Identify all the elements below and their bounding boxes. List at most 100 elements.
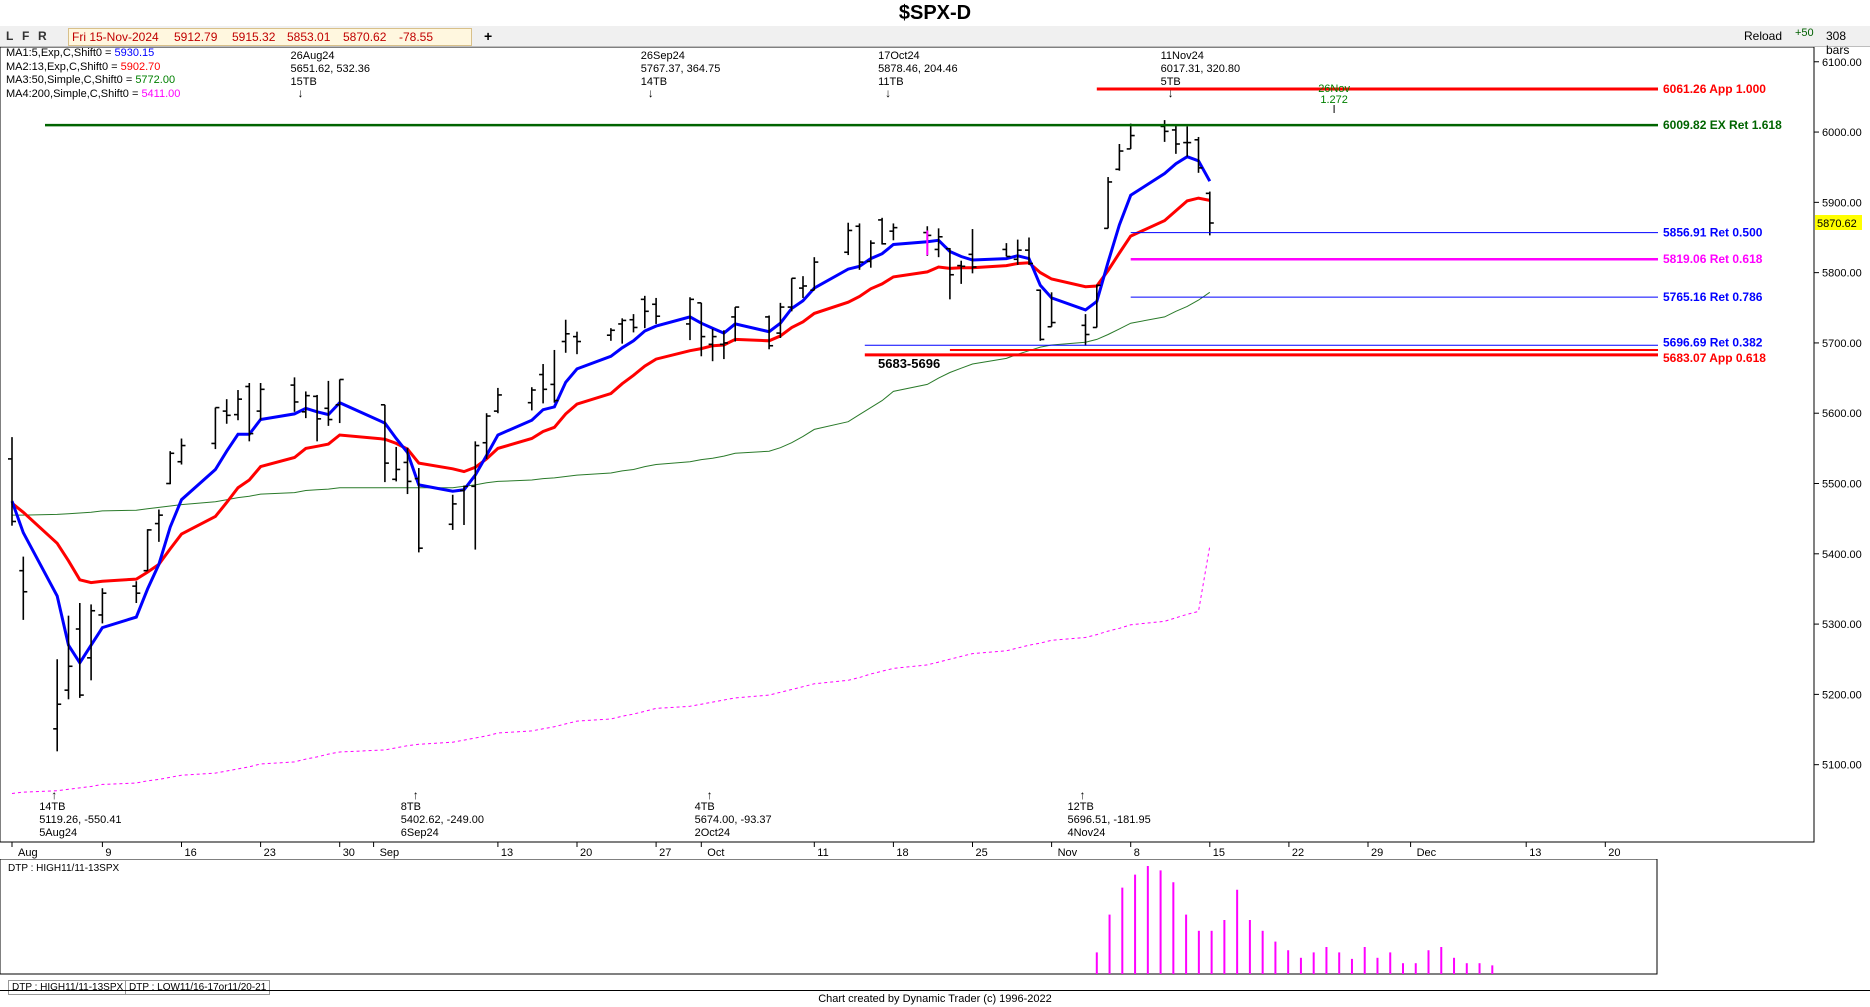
ohlc-bar bbox=[708, 328, 717, 362]
ohlc-bar bbox=[629, 314, 638, 333]
pivot-high-value: 5651.62, 532.36 bbox=[291, 63, 371, 75]
ohlc-bar bbox=[166, 451, 175, 485]
ohlc-bar bbox=[776, 302, 785, 339]
tab-dtp-low[interactable]: DTP : LOW11/16-17or11/20-21 bbox=[125, 980, 271, 995]
y-tick-label: 5300.00 bbox=[1822, 619, 1862, 631]
ohlc-bar bbox=[787, 277, 796, 312]
pivot-low-date: 2Oct24 bbox=[695, 827, 730, 839]
x-tick-label: 20 bbox=[1608, 847, 1620, 859]
pivot-low-tb: 14TB bbox=[39, 801, 65, 813]
pivot-high-arrow: ↓ bbox=[298, 86, 304, 100]
y-tick-label: 5600.00 bbox=[1822, 408, 1862, 420]
ohlc-bar bbox=[618, 318, 627, 344]
credit-text: Chart created by Dynamic Trader (c) 1996… bbox=[818, 993, 1052, 1005]
ohlc-bar bbox=[878, 217, 887, 245]
quote-change: -78.55 bbox=[399, 30, 434, 44]
ohlc-bar bbox=[573, 331, 581, 355]
ohlc-bar bbox=[460, 485, 468, 525]
add-button[interactable]: + bbox=[484, 28, 493, 44]
ohlc-bar bbox=[539, 364, 548, 404]
level-label-app618: 5683.07 App 0.618 bbox=[1663, 351, 1766, 365]
ohlc-bar bbox=[19, 556, 28, 620]
pivot-high-value: 5767.37, 364.75 bbox=[641, 63, 721, 75]
y-tick-label: 5800.00 bbox=[1822, 268, 1862, 280]
pivot-low-tb: 4TB bbox=[695, 801, 715, 813]
ma200-line bbox=[11, 546, 1211, 794]
plus50-button[interactable]: +50 bbox=[1795, 27, 1814, 39]
ohlc-bar bbox=[403, 447, 412, 495]
ohlc-bar bbox=[765, 315, 774, 350]
x-tick-label: 16 bbox=[185, 847, 197, 859]
last-price-label: 5870.62 bbox=[1817, 218, 1857, 230]
ohlc-bar bbox=[1126, 123, 1135, 150]
ma4-legend: MA4:200,Simple,C,Shift0 = 5411.00 bbox=[6, 87, 181, 100]
ohlc-bar bbox=[222, 399, 231, 424]
ohlc-bar bbox=[957, 260, 966, 284]
pivot-high-value: 6017.31, 320.80 bbox=[1161, 63, 1241, 75]
pivot-high-tb: 14TB bbox=[641, 76, 667, 88]
quote-open: 5912.79 bbox=[174, 30, 218, 44]
quote-close: 5870.62 bbox=[343, 30, 387, 44]
l-button[interactable]: L bbox=[6, 29, 14, 43]
ohlc-bar bbox=[810, 257, 819, 292]
ohlc-bar bbox=[301, 391, 310, 419]
ohlc-bar bbox=[324, 380, 333, 426]
level-label-ret618: 5819.06 Ret 0.618 bbox=[1663, 252, 1763, 266]
ohlc-bar bbox=[132, 581, 141, 604]
ohlc-bar bbox=[1205, 191, 1214, 236]
ohlc-bar bbox=[934, 228, 943, 258]
pivot-low-date: 6Sep24 bbox=[401, 827, 439, 839]
ohlc-bar bbox=[177, 438, 186, 465]
ohlc-bar bbox=[1002, 243, 1011, 258]
reload-button[interactable]: Reload bbox=[1744, 29, 1783, 43]
ohlc-bar bbox=[1194, 136, 1203, 173]
level-label-ext: 6009.82 EX Ret 1.618 bbox=[1663, 118, 1782, 132]
ohlc-bar bbox=[719, 330, 728, 360]
ma1-legend: MA1:5,Exp,C,Shift0 = 5930.15 bbox=[6, 47, 155, 59]
pivot-high-arrow: ↓ bbox=[648, 86, 654, 100]
pivot-low-tb: 12TB bbox=[1068, 801, 1094, 813]
pivot-high-arrow: ↓ bbox=[1168, 86, 1174, 100]
ohlc-bar bbox=[211, 406, 220, 450]
ohlc-bar bbox=[686, 297, 694, 341]
ohlc-bar bbox=[1081, 314, 1090, 346]
ma50-line bbox=[12, 291, 1211, 516]
x-tick-label: Dec bbox=[1417, 847, 1437, 859]
ohlc-bar bbox=[98, 588, 107, 624]
x-tick-label: 9 bbox=[105, 847, 111, 859]
y-tick-label: 6100.00 bbox=[1822, 57, 1862, 69]
ohlc-bar bbox=[844, 222, 853, 256]
pivot-high-tb: 15TB bbox=[291, 76, 317, 88]
ohlc-bar bbox=[652, 297, 661, 324]
ohlc-bar bbox=[1025, 237, 1033, 265]
y-tick-label: 5100.00 bbox=[1822, 760, 1862, 772]
y-tick-label: 5200.00 bbox=[1822, 689, 1862, 701]
pivot-low-arrow: ↑ bbox=[413, 788, 419, 802]
ohlc-bar bbox=[640, 295, 649, 329]
x-tick-label: 25 bbox=[976, 847, 988, 859]
ohlc-bar bbox=[968, 229, 977, 274]
y-tick-label: 6000.00 bbox=[1822, 127, 1862, 139]
ohlc-bar bbox=[154, 509, 163, 542]
x-tick-label: 11 bbox=[817, 847, 828, 859]
ohlc-bar bbox=[448, 494, 457, 530]
ohlc-bar bbox=[550, 349, 559, 403]
ohlc-bar bbox=[245, 382, 254, 442]
ohlc-bar bbox=[75, 603, 84, 698]
pivot-high-date: 17Oct24 bbox=[878, 50, 920, 62]
pivot-low-arrow: ↑ bbox=[1080, 788, 1086, 802]
r-button[interactable]: R bbox=[38, 29, 47, 43]
ma3-legend: MA3:50,Simple,C,Shift0 = 5772.00 bbox=[6, 74, 176, 86]
ma2-legend: MA2:13,Exp,C,Shift0 = 5902.70 bbox=[6, 60, 161, 73]
ohlc-bar bbox=[143, 529, 152, 572]
ohlc-bar bbox=[1160, 120, 1169, 142]
pivot-low-arrow: ↑ bbox=[707, 788, 713, 802]
ohlc-bar bbox=[1036, 289, 1045, 341]
f-button[interactable]: F bbox=[22, 29, 30, 43]
pivot-high-date: 11Nov24 bbox=[1161, 50, 1204, 62]
chart-title: $SPX-D bbox=[898, 2, 972, 24]
quote-readout: Fri 15-Nov-2024 5912.79 5915.32 5853.01 … bbox=[68, 28, 472, 46]
dtp-frame bbox=[0, 859, 1658, 975]
price-chart: 6100.00 6000.00 5900.00 5800.00 5700.00 5600.… bbox=[0, 47, 1862, 859]
ohlc-bar bbox=[53, 659, 62, 752]
